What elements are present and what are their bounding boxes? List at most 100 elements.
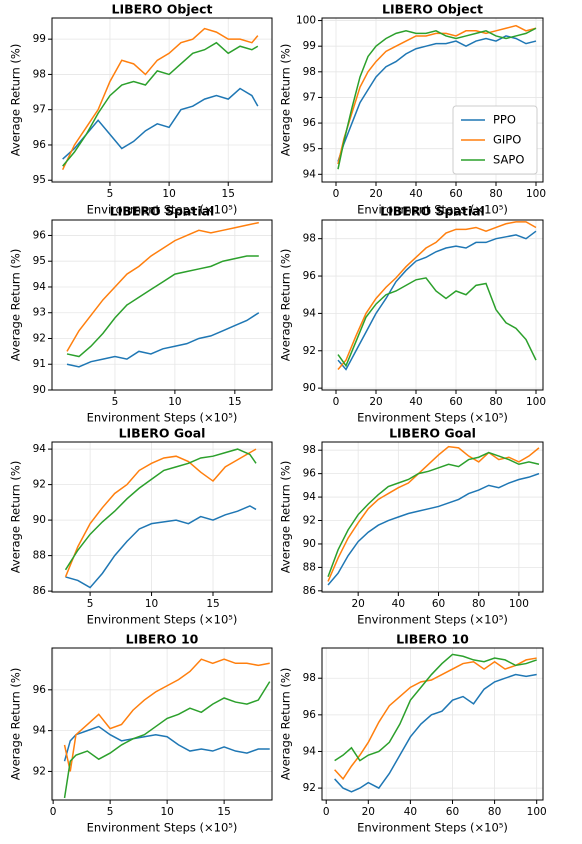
x-tick-label: 20 (362, 806, 375, 818)
plot-frame (51, 441, 273, 593)
chart-title: LIBERO Spatial (110, 204, 215, 219)
y-tick-label: 95 (303, 143, 316, 155)
series-line (63, 681, 271, 799)
y-tick-label: 86 (33, 585, 47, 597)
series-line (66, 221, 259, 352)
x-tick-label: 15 (222, 188, 235, 200)
x-axis-label: Environment Steps (×10⁵) (357, 821, 508, 835)
x-tick-label: 100 (527, 806, 547, 818)
y-tick-label: 94 (303, 745, 317, 757)
y-tick-label: 95 (33, 255, 46, 267)
x-tick-label: 10 (160, 806, 173, 818)
x-tick-label: 60 (449, 188, 462, 200)
y-tick-label: 88 (303, 561, 316, 573)
y-tick-label: 96 (33, 684, 47, 696)
series-line (334, 653, 537, 762)
y-tick-label: 99 (303, 40, 316, 52)
plot-frame (51, 647, 273, 801)
y-tick-label: 90 (33, 514, 46, 526)
y-tick-label: 90 (303, 382, 316, 394)
chart-title: LIBERO 10 (126, 632, 199, 647)
plot-frame (51, 17, 273, 183)
y-tick-label: 91 (33, 358, 46, 370)
y-tick-label: 92 (303, 782, 316, 794)
plot-frame (321, 17, 544, 183)
y-axis-label: Average Return (%) (279, 668, 293, 781)
y-tick-label: 96 (303, 117, 317, 129)
y-tick-label: 94 (303, 168, 317, 180)
x-axis-label: Environment Steps (×10⁵) (87, 411, 238, 425)
y-tick-label: 93 (33, 307, 46, 319)
x-axis-label: Environment Steps (×10⁵) (87, 613, 238, 627)
series-line (327, 472, 540, 586)
x-tick-label: 0 (323, 806, 330, 818)
y-tick-label: 98 (303, 233, 316, 245)
x-tick-label: 10 (168, 396, 181, 408)
chart-title: LIBERO Object (382, 2, 483, 17)
series-line (337, 277, 537, 368)
y-axis-label: Average Return (%) (279, 461, 293, 574)
series-line (63, 725, 270, 762)
y-tick-label: 98 (303, 672, 316, 684)
x-tick-label: 40 (409, 188, 422, 200)
series-line (66, 255, 259, 358)
y-tick-label: 99 (33, 33, 46, 45)
y-tick-label: 90 (303, 538, 316, 550)
y-axis-label: Average Return (%) (279, 249, 293, 362)
chart-title: LIBERO 10 (396, 632, 469, 647)
series-line (66, 312, 260, 368)
series-line (334, 673, 537, 793)
chart-title: LIBERO Spatial (380, 204, 485, 219)
x-tick-label: 60 (432, 598, 445, 610)
y-tick-label: 88 (33, 550, 46, 562)
y-tick-label: 98 (303, 444, 316, 456)
x-tick-label: 5 (107, 806, 114, 818)
y-tick-label: 96 (33, 229, 47, 241)
y-tick-label: 94 (303, 491, 317, 503)
y-tick-label: 95 (33, 174, 46, 186)
x-axis-label: Environment Steps (×10⁵) (357, 613, 508, 627)
x-tick-label: 100 (526, 188, 546, 200)
y-axis-label: Average Return (%) (9, 461, 23, 574)
plot-frame (51, 219, 273, 391)
x-axis-label: Environment Steps (×10⁵) (87, 203, 238, 217)
y-tick-label: 100 (296, 15, 316, 27)
x-tick-label: 5 (87, 598, 94, 610)
series-line (64, 448, 257, 571)
y-tick-label: 98 (303, 66, 316, 78)
y-tick-label: 92 (33, 332, 46, 344)
y-axis-label: Average Return (%) (9, 249, 23, 362)
x-tick-label: 20 (369, 188, 382, 200)
x-tick-label: 20 (351, 598, 364, 610)
x-tick-label: 40 (409, 396, 422, 408)
series-line (337, 221, 537, 370)
y-tick-label: 96 (33, 139, 47, 151)
x-tick-label: 15 (217, 806, 230, 818)
y-tick-label: 96 (303, 270, 317, 282)
x-tick-label: 15 (228, 396, 241, 408)
y-tick-label: 98 (33, 68, 46, 80)
x-tick-label: 0 (333, 396, 340, 408)
y-tick-label: 94 (303, 307, 317, 319)
x-tick-label: 5 (107, 188, 114, 200)
y-tick-label: 96 (303, 468, 317, 480)
x-tick-label: 15 (206, 598, 219, 610)
plot-frame (321, 647, 544, 801)
series-line (337, 24, 537, 165)
legend-label: SAPO (493, 153, 524, 167)
plot-frame (321, 441, 544, 593)
x-tick-label: 60 (446, 806, 459, 818)
x-tick-label: 80 (489, 396, 502, 408)
chart-title: LIBERO Goal (389, 426, 476, 441)
series-line (65, 505, 257, 589)
series-line (62, 41, 259, 167)
x-tick-label: 40 (404, 806, 417, 818)
x-tick-label: 10 (145, 598, 158, 610)
x-tick-label: 20 (369, 396, 382, 408)
y-tick-label: 94 (33, 725, 47, 737)
legend-label: GIPO (493, 133, 521, 147)
x-tick-label: 80 (489, 188, 502, 200)
chart-title: LIBERO Goal (119, 426, 206, 441)
y-tick-label: 92 (33, 479, 46, 491)
y-tick-label: 94 (33, 281, 47, 293)
